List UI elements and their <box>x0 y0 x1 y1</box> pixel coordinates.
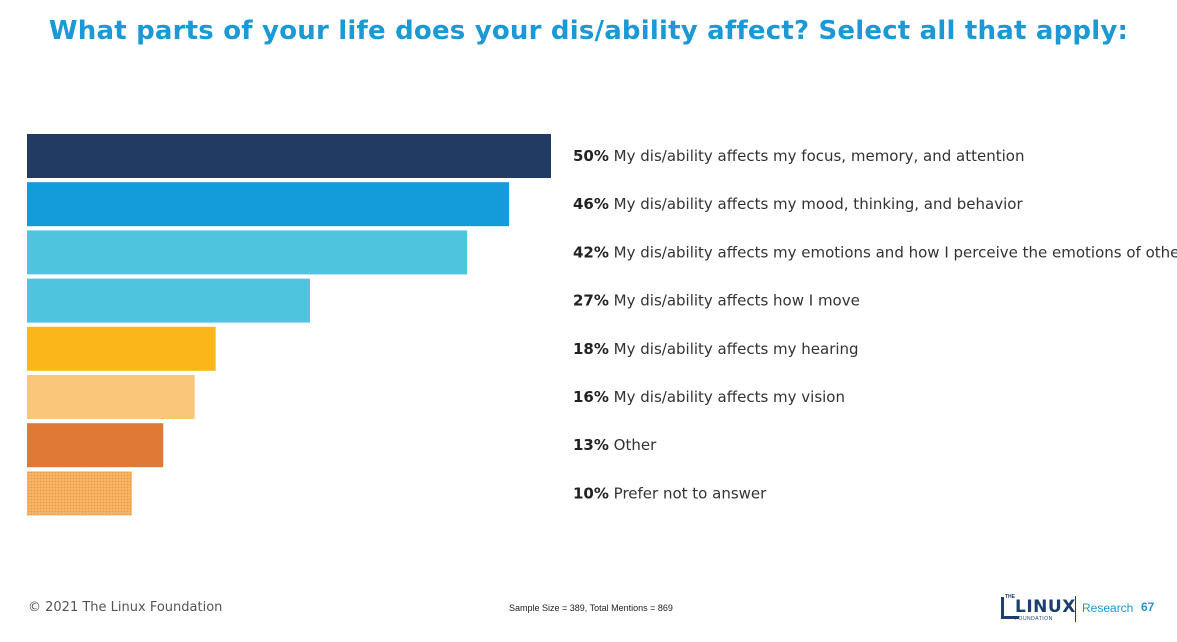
bar-category-label: My dis/ability affects my emotions and h… <box>609 243 1177 261</box>
linux-foundation-logo: THE LINUX FOUNDATION <box>1001 594 1076 624</box>
page-number: 67 <box>1141 600 1155 614</box>
bar-6 <box>27 375 195 419</box>
bar-5 <box>27 326 216 371</box>
bar-8 <box>27 471 132 516</box>
bar-label-8: 10% Prefer not to answer <box>573 484 767 502</box>
bar-label-4: 27% My dis/ability affects how I move <box>573 292 860 310</box>
bar-label-7: 13% Other <box>573 436 657 454</box>
bar-label-2: 46% My dis/ability affects my mood, thin… <box>573 195 1023 213</box>
bar-value-label: 46% <box>573 195 609 213</box>
bar-chart: 50% My dis/ability affects my focus, mem… <box>27 134 1177 516</box>
bar-category-label: My dis/ability affects my mood, thinking… <box>609 195 1024 213</box>
bar-category-label: My dis/ability affects my focus, memory,… <box>609 147 1025 165</box>
bar-category-label: Prefer not to answer <box>609 484 767 502</box>
copyright: © 2021 The Linux Foundation <box>28 600 223 615</box>
bar-3 <box>27 230 468 275</box>
bar-7 <box>27 423 164 468</box>
bar-value-label: 16% <box>573 388 609 406</box>
chart-title: What parts of your life does your dis/ab… <box>48 16 1129 46</box>
bar-category-label: My dis/ability affects my hearing <box>609 340 859 358</box>
bar-value-label: 13% <box>573 436 609 454</box>
bar-value-label: 27% <box>573 292 609 310</box>
research-label: Research <box>1082 601 1134 615</box>
bar-label-5: 18% My dis/ability affects my hearing <box>573 340 859 358</box>
bar-2 <box>27 182 510 227</box>
sample-size-note: Sample Size = 389, Total Mentions = 869 <box>509 603 673 613</box>
bar-value-label: 10% <box>573 484 609 502</box>
logo-foundation: FOUNDATION <box>1015 616 1053 622</box>
bar-label-6: 16% My dis/ability affects my vision <box>573 388 845 406</box>
bar-1 <box>27 134 551 178</box>
bar-category-label: My dis/ability affects how I move <box>609 292 860 310</box>
bar-value-label: 50% <box>573 147 609 165</box>
bar-label-3: 42% My dis/ability affects my emotions a… <box>573 243 1177 261</box>
bar-category-label: Other <box>609 436 657 454</box>
logo-bracket-icon <box>1001 597 1019 619</box>
bar-label-1: 50% My dis/ability affects my focus, mem… <box>573 147 1024 165</box>
bar-value-label: 42% <box>573 243 609 261</box>
bar-4 <box>27 278 310 323</box>
logo-linux: LINUX <box>1015 597 1076 617</box>
bar-value-label: 18% <box>573 340 609 358</box>
logo-divider <box>1075 596 1076 622</box>
bar-category-label: My dis/ability affects my vision <box>609 388 845 406</box>
logo-the: THE <box>1005 594 1015 600</box>
